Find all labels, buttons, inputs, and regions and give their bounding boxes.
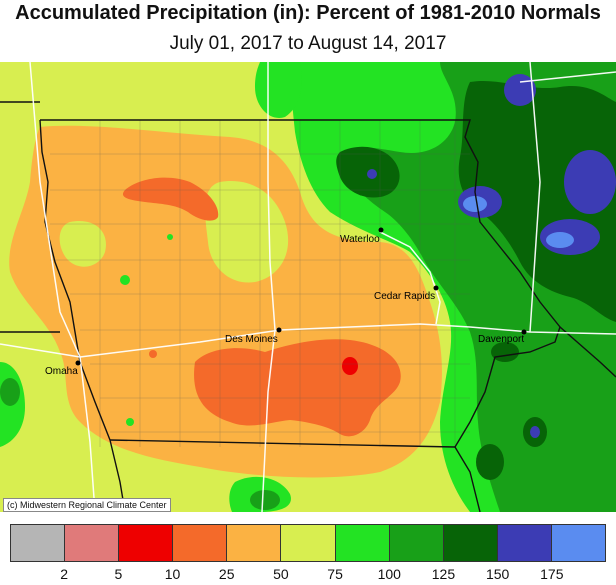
- omaha-marker: [75, 360, 81, 366]
- legend-tick-label: 150: [485, 566, 510, 582]
- des-moines-label: Des Moines: [225, 334, 278, 345]
- green-region: [255, 62, 302, 118]
- map-subtitle: July 01, 2017 to August 14, 2017: [169, 33, 447, 54]
- blue-spot: [367, 169, 377, 179]
- blue-spot: [530, 426, 540, 438]
- red-orange-spot: [149, 350, 157, 358]
- dark-green-spot: [476, 444, 504, 480]
- yellow-patch: [59, 221, 106, 267]
- legend-swatch: [497, 525, 552, 561]
- legend-swatch: [227, 525, 282, 561]
- cedar-rapids-label: Cedar Rapids: [374, 291, 435, 302]
- legend-swatch: [389, 525, 444, 561]
- legend-tick-label: 5: [114, 566, 123, 582]
- legend-tick-label: 25: [218, 566, 235, 582]
- credit-label: (c) Midwestern Regional Climate Center: [3, 498, 171, 512]
- legend-swatch: [65, 525, 120, 561]
- legend-swatch: [281, 525, 336, 561]
- light-blue-spot: [463, 196, 487, 212]
- legend-swatch: [11, 525, 66, 561]
- precipitation-map: Waterloo Cedar Rapids Des Moines Omaha D…: [0, 62, 616, 512]
- yellow-patch: [205, 181, 289, 283]
- green-spot: [126, 418, 134, 426]
- red-orange-region: [122, 177, 219, 221]
- green-spot: [167, 234, 173, 240]
- waterloo-label: Waterloo: [340, 234, 380, 245]
- davenport-marker: [521, 329, 527, 335]
- blue-spot: [504, 74, 536, 106]
- davenport-label: Davenport: [478, 334, 524, 345]
- blue-spot: [564, 150, 616, 214]
- green-spot: [120, 275, 130, 285]
- cedar-rapids-marker: [433, 285, 439, 291]
- legend-swatch: [551, 525, 606, 561]
- legend-swatch: [119, 525, 174, 561]
- legend-tick-label: 50: [273, 566, 289, 582]
- legend-swatch: [335, 525, 390, 561]
- medium-green-spot: [0, 378, 20, 406]
- dark-green-spot: [491, 342, 519, 362]
- map-title: Accumulated Precipitation (in): Percent …: [15, 2, 601, 24]
- legend-swatch: [443, 525, 498, 561]
- legend-tick-label: 10: [164, 566, 181, 582]
- legend-swatch: [173, 525, 228, 561]
- county-lines: [50, 120, 470, 447]
- waterloo-marker: [378, 227, 384, 233]
- omaha-label: Omaha: [45, 366, 78, 377]
- light-blue-spot: [546, 232, 574, 248]
- dark-green-region: [458, 80, 616, 322]
- legend-tick-label: 75: [327, 566, 343, 582]
- des-moines-marker: [276, 327, 282, 333]
- highways: [0, 62, 616, 512]
- legend-tick-label: 100: [377, 566, 401, 582]
- red-spot: [342, 357, 358, 375]
- medium-green-spot: [250, 490, 280, 510]
- legend-bar: [10, 524, 606, 562]
- legend-tick-label: 2: [60, 566, 69, 582]
- legend-tick-label: 175: [540, 566, 564, 582]
- legend-ticks: 2 5 10 25 50 75 100 125 150 175: [10, 566, 606, 584]
- legend-tick-label: 125: [431, 566, 456, 582]
